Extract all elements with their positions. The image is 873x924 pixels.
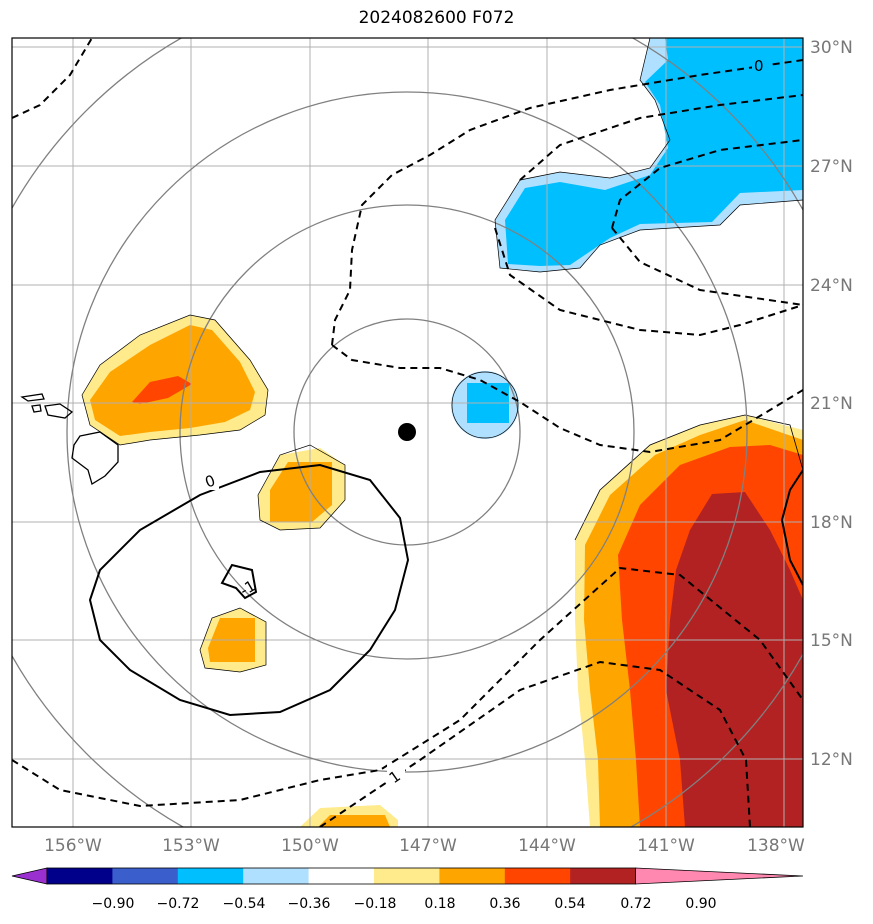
label-bg-zero-top — [752, 55, 768, 75]
colorbar-segment — [308, 868, 375, 884]
colorbar-outline — [46, 867, 636, 885]
colorbar-extend-low — [11, 867, 48, 885]
colorbar-tick-1: −0.72 — [157, 896, 200, 912]
colorbar — [11, 867, 804, 885]
colorbar-segment — [374, 868, 440, 884]
colorbar-segment — [112, 868, 179, 884]
contour-dashed-9 — [319, 660, 751, 827]
range-ring-2 — [179, 204, 635, 660]
colorbar-segment — [504, 868, 571, 884]
contours — [12, 38, 803, 827]
lat-label-12: 12°N — [810, 750, 853, 770]
range-ring-1 — [293, 318, 521, 546]
colorbar-segment — [177, 868, 244, 884]
contour-dashed-7 — [611, 227, 803, 306]
label-bg-one — [387, 764, 405, 784]
colorbar-tick-5: 0.18 — [424, 896, 455, 912]
pos-anomaly-dark-w — [132, 376, 192, 404]
contour-dashed-1 — [12, 38, 93, 119]
contour-dashed-4 — [494, 227, 803, 337]
lat-label-18: 18°N — [810, 513, 853, 533]
contour-solid-small — [220, 563, 258, 600]
map-frame — [11, 37, 804, 828]
outline-ne-blob — [494, 38, 803, 273]
map-title: 2024082600 F072 — [358, 8, 515, 28]
contour-dashed-2 — [331, 344, 803, 454]
colorbar-tick-8: 0.72 — [620, 896, 651, 912]
colorbar-segment — [439, 868, 506, 884]
lat-label-24: 24°N — [810, 276, 853, 296]
label-bg-zero-left — [203, 470, 219, 490]
map-layers: 0 0 -1 1 — [12, 38, 803, 827]
pos-anomaly-bottom — [318, 815, 390, 827]
island-kauai — [20, 393, 45, 402]
colorbar-tick-3: −0.36 — [288, 896, 331, 912]
lon-label-156: 156°W — [44, 836, 102, 856]
lat-label-21: 21°N — [810, 394, 853, 414]
range-rings — [12, 38, 803, 827]
colorbar-segment — [243, 868, 310, 884]
lon-label-144: 144°W — [518, 836, 576, 856]
colorbar-tick-0: −0.90 — [92, 896, 135, 912]
lat-label-15: 15°N — [810, 631, 853, 651]
lat-label-27: 27°N — [810, 157, 853, 177]
lon-label-138: 138°W — [747, 836, 805, 856]
outline-center-blob — [451, 371, 519, 439]
pos-anomaly-mid — [270, 462, 332, 522]
outline-south-blob — [199, 607, 267, 673]
anomaly-outline-se — [574, 414, 803, 541]
colorbar-tick-4: −0.18 — [354, 896, 397, 912]
contour-solid-zero — [88, 463, 410, 717]
shaded-field — [82, 38, 803, 827]
contour-dashed-8 — [12, 566, 803, 808]
longitude-labels: 156°W 153°W 150°W 147°W 144°W 141°W 138°… — [44, 836, 805, 856]
lon-label-141: 141°W — [637, 836, 695, 856]
colorbar-tick-9: 0.90 — [685, 896, 716, 912]
lon-label-147: 147°W — [399, 836, 457, 856]
latitude-labels: 30°N 27°N 24°N 21°N 18°N 15°N 12°N — [810, 38, 853, 770]
lat-label-30: 30°N — [810, 38, 853, 58]
contour-dashed-6 — [611, 139, 803, 229]
lon-label-153: 153°W — [162, 836, 220, 856]
coastlines — [20, 393, 119, 486]
pos-anomaly-dark-se — [666, 492, 803, 827]
neg-anomaly-ne — [505, 38, 803, 266]
colorbar-tick-2: −0.54 — [223, 896, 266, 912]
outline-w-blob — [81, 314, 269, 446]
colorbar-labels: −0.90 −0.72 −0.54 −0.36 −0.18 0.18 0.36 … — [92, 896, 717, 912]
island-maui — [44, 403, 74, 419]
colorbar-segment — [570, 868, 637, 884]
contour-dashed-3 — [331, 59, 803, 346]
island-hawaii — [71, 431, 119, 486]
range-ring-3 — [66, 91, 748, 773]
colorbar-tick-6: 0.36 — [489, 896, 520, 912]
contour-dashed-5 — [519, 94, 803, 181]
colorbar-extend-high — [635, 867, 804, 885]
contour-solid-east — [780, 469, 803, 586]
colorbar-segment — [47, 868, 113, 884]
lon-label-150: 150°W — [281, 836, 339, 856]
contour-label-zero-top: 0 — [754, 57, 764, 75]
outline-mid-blob — [257, 444, 346, 531]
storm-center-marker — [398, 423, 416, 441]
colorbar-tick-7: 0.54 — [554, 896, 585, 912]
island-oahu — [31, 404, 42, 413]
